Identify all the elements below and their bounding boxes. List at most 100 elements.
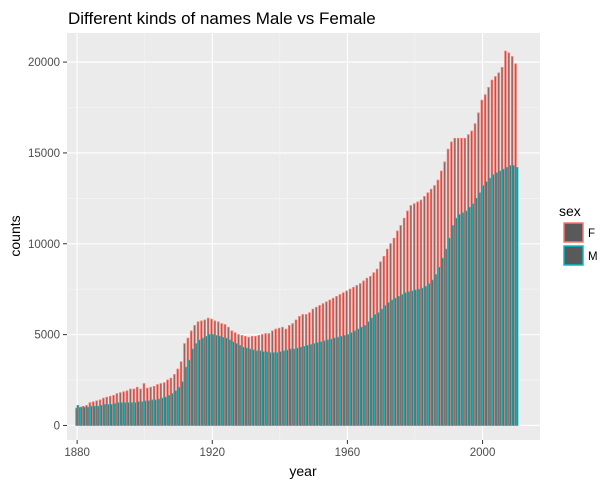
- bar-m-1932: [252, 349, 255, 426]
- bar-m-1952: [319, 341, 323, 426]
- bar-m-1963: [357, 328, 360, 426]
- bar-m-1945: [296, 347, 299, 426]
- legend: sex F M: [559, 203, 598, 266]
- bar-m-1925: [228, 339, 232, 426]
- bar-m-1896: [130, 402, 134, 426]
- bar-m-1889: [107, 404, 110, 426]
- bars: [75, 50, 519, 426]
- bar-m-1975: [397, 296, 401, 426]
- bar-m-1909: [174, 390, 178, 426]
- bar-m-1898: [137, 401, 140, 426]
- bar-m-1957: [336, 336, 340, 426]
- bar-m-1920: [211, 334, 215, 426]
- bar-m-1937: [269, 352, 272, 426]
- bar-m-1915: [194, 343, 198, 426]
- bar-m-1993: [458, 214, 461, 426]
- bar-m-1911: [181, 381, 184, 426]
- bar-m-1987: [438, 266, 441, 426]
- bar-m-2004: [495, 172, 499, 426]
- bar-m-1961: [350, 332, 353, 426]
- bar-m-1893: [120, 402, 124, 426]
- bar-m-1990: [448, 237, 451, 426]
- y-tick-label: 5000: [34, 330, 60, 342]
- bar-m-1887: [100, 405, 103, 426]
- bar-m-1900: [144, 400, 147, 426]
- bar-m-1941: [282, 350, 286, 426]
- bar-m-1917: [201, 337, 205, 426]
- y-tick-label: 20000: [28, 57, 60, 69]
- x-tick-label: 1920: [199, 447, 225, 459]
- bar-m-1903: [154, 399, 157, 426]
- y-axis-title: counts: [7, 215, 23, 256]
- bar-m-2003: [492, 174, 495, 426]
- bar-m-1955: [330, 338, 333, 426]
- bar-m-1944: [292, 348, 296, 426]
- bar-m-1967: [370, 317, 374, 426]
- bar-m-1988: [441, 257, 444, 426]
- bar-m-1965: [363, 325, 367, 426]
- y-tick-label: 0: [54, 420, 60, 432]
- bar-m-1964: [360, 326, 363, 426]
- bar-m-1985: [431, 279, 434, 426]
- x-axis: 1880 1920 1960 2000: [64, 440, 495, 459]
- bar-m-2005: [499, 170, 502, 426]
- x-tick-label: 1960: [335, 447, 361, 459]
- bar-m-1976: [401, 294, 404, 426]
- bar-m-1916: [198, 339, 201, 426]
- bar-m-1901: [147, 400, 151, 426]
- bar-m-1981: [417, 288, 421, 426]
- bar-m-2002: [488, 177, 492, 426]
- bar-m-1904: [157, 398, 161, 426]
- legend-label-m: M: [588, 251, 598, 263]
- bar-m-2001: [485, 181, 488, 426]
- bar-m-1895: [127, 402, 130, 426]
- legend-title: sex: [559, 203, 581, 219]
- bar-m-1950: [313, 343, 316, 426]
- bar-m-1933: [255, 350, 259, 426]
- bar-m-1881: [80, 406, 83, 426]
- bar-m-1927: [235, 343, 238, 426]
- bar-m-1886: [96, 405, 100, 426]
- bar-m-2000: [482, 185, 485, 426]
- bar-m-1923: [221, 336, 225, 426]
- bar-m-1947: [303, 345, 306, 426]
- bar-m-1992: [455, 217, 458, 426]
- y-tick-label: 10000: [28, 239, 60, 251]
- bar-m-1977: [404, 292, 407, 426]
- bar-m-1936: [265, 351, 269, 426]
- bar-m-1978: [407, 291, 411, 426]
- bar-m-1949: [309, 344, 313, 426]
- bar-m-1986: [434, 274, 438, 426]
- bar-m-1890: [110, 404, 113, 426]
- bar-m-2006: [502, 168, 505, 426]
- bar-m-1989: [444, 248, 448, 426]
- bar-m-1966: [367, 321, 370, 426]
- bar-m-2009: [512, 165, 515, 426]
- x-tick-label: 2000: [470, 447, 496, 459]
- bar-m-1897: [134, 402, 137, 426]
- bar-m-1930: [245, 347, 249, 426]
- bar-m-1982: [421, 287, 424, 426]
- y-axis: 0 5000 10000 15000 20000: [28, 57, 67, 432]
- bar-m-1996: [468, 206, 472, 426]
- bar-m-1885: [93, 405, 96, 426]
- bar-m-1892: [117, 402, 120, 426]
- bar-m-1934: [259, 350, 262, 426]
- bar-m-1960: [346, 334, 350, 426]
- bar-m-1912: [184, 366, 188, 426]
- bar-m-1979: [411, 290, 414, 426]
- bar-m-1905: [161, 397, 164, 426]
- bar-m-1971: [384, 305, 387, 426]
- bar-m-1980: [414, 289, 417, 426]
- x-axis-title: year: [289, 463, 317, 479]
- bar-m-1888: [103, 404, 107, 426]
- bar-m-1902: [151, 399, 154, 426]
- bar-m-1943: [289, 348, 292, 426]
- bar-m-1922: [218, 335, 222, 426]
- bar-m-1894: [123, 402, 127, 426]
- bar-m-1972: [387, 302, 390, 426]
- bar-m-1914: [191, 348, 194, 426]
- y-tick-label: 15000: [28, 148, 60, 160]
- bar-m-1928: [238, 345, 242, 426]
- bar-m-1906: [164, 396, 167, 426]
